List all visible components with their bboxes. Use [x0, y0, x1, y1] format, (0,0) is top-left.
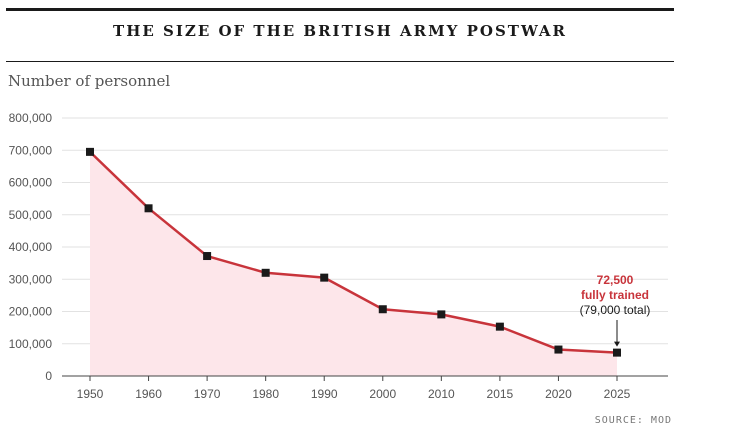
x-tick-label: 1990: [311, 387, 338, 401]
y-tick-label: 700,000: [9, 143, 53, 157]
data-point-marker: [144, 204, 153, 213]
y-tick-label: 300,000: [9, 272, 53, 286]
data-point-marker: [437, 310, 446, 319]
area-fill: [90, 151, 617, 376]
data-point-marker: [320, 273, 329, 282]
x-tick-label: 2010: [428, 387, 455, 401]
y-tick-label: 100,000: [9, 337, 53, 351]
y-tick-label: 400,000: [9, 240, 53, 254]
y-tick-label: 0: [45, 369, 52, 383]
annotation-total: (79,000 total): [580, 303, 651, 317]
x-tick-label: 1950: [77, 387, 104, 401]
x-tick-label: 1980: [252, 387, 279, 401]
annotation-arrow-head: [614, 341, 620, 347]
x-tick-label: 2015: [487, 387, 514, 401]
data-point-marker: [378, 305, 387, 314]
y-tick-label: 800,000: [9, 111, 53, 125]
y-axis-label: Number of personnel: [8, 72, 171, 90]
data-point-marker: [261, 268, 270, 277]
y-tick-label: 600,000: [9, 176, 53, 190]
top-rule: [6, 8, 674, 11]
data-point-marker: [613, 348, 621, 357]
data-point-marker: [86, 147, 94, 156]
chart-title: THE SIZE OF THE BRITISH ARMY POSTWAR: [113, 22, 567, 40]
x-tick-label: 1960: [135, 387, 162, 401]
series-line: [89, 150, 618, 354]
title-rule: [6, 61, 674, 62]
data-point-marker: [495, 322, 504, 331]
data-point-marker: [554, 345, 563, 354]
annotation-value: 72,500: [597, 273, 634, 287]
annotation-label: fully trained: [581, 288, 649, 302]
x-tick-label: 2000: [369, 387, 396, 401]
source-note: SOURCE: MOD: [594, 415, 672, 426]
x-tick-label: 2020: [545, 387, 572, 401]
x-tick-label: 2025: [604, 387, 631, 401]
x-tick-label: 1970: [194, 387, 221, 401]
data-point-marker: [203, 252, 212, 261]
y-tick-label: 200,000: [9, 305, 53, 319]
y-tick-label: 500,000: [9, 208, 53, 222]
